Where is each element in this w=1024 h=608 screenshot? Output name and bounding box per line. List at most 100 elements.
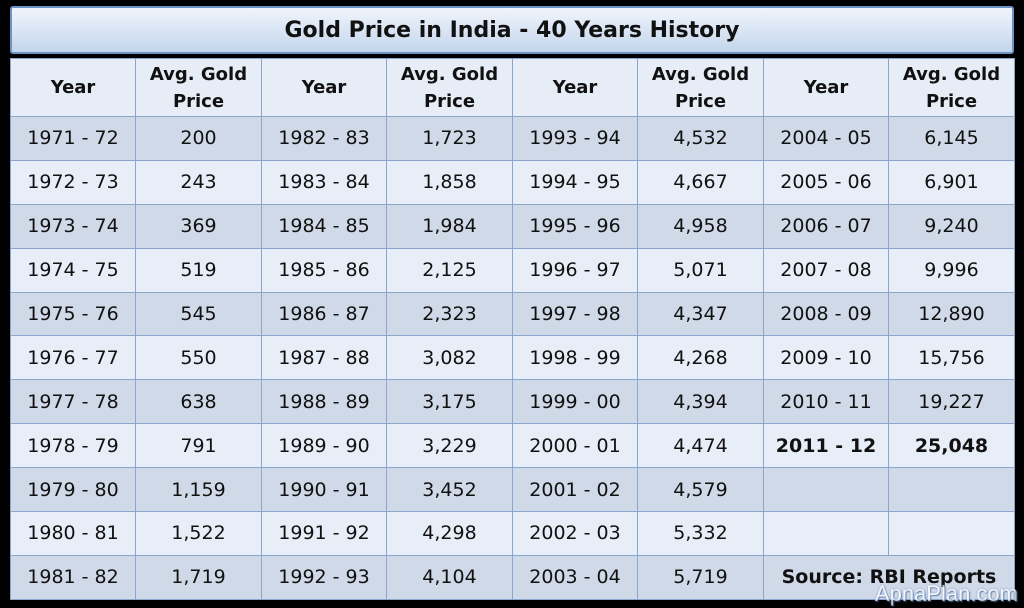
year-cell: 1975 - 76 (10, 291, 136, 337)
price-cell: 5,332 (637, 511, 764, 556)
price-cell: 2,125 (386, 247, 513, 293)
header-price-line1: Avg. Gold (651, 63, 750, 85)
source-note: Source: RBI Reports (763, 554, 1015, 600)
year-cell: 1982 - 83 (261, 116, 387, 161)
price-cell: 4,347 (637, 291, 764, 337)
year-cell: 1998 - 99 (512, 335, 638, 381)
header-price-line1: Avg. Gold (902, 63, 1001, 85)
price-cell: 1,858 (386, 159, 513, 205)
year-cell: 1997 - 98 (512, 291, 638, 337)
year-cell: 1974 - 75 (10, 247, 136, 293)
header-year: Year (512, 58, 638, 117)
year-cell: 2002 - 03 (512, 511, 638, 556)
year-cell: 1981 - 82 (10, 554, 136, 600)
year-cell: 1985 - 86 (261, 247, 387, 293)
year-cell: 1971 - 72 (10, 116, 136, 161)
table-row: 1976 - 77 550 1987 - 88 3,082 1998 - 99 4,268… (10, 335, 1015, 381)
year-cell: 1990 - 91 (261, 467, 387, 513)
year-cell: 1999 - 00 (512, 379, 638, 425)
price-cell: 4,268 (637, 335, 764, 381)
year-cell: 1980 - 81 (10, 511, 136, 556)
year-cell: 2000 - 01 (512, 423, 638, 469)
year-cell: 1992 - 93 (261, 554, 387, 600)
year-cell: 2001 - 02 (512, 467, 638, 513)
year-cell: 1993 - 94 (512, 116, 638, 161)
header-avg-gold-price: Avg. Gold Price (637, 58, 764, 117)
year-cell: 1973 - 74 (10, 203, 136, 249)
price-cell: 4,298 (386, 511, 513, 556)
header-price-line2: Price (423, 90, 476, 112)
year-cell: 1986 - 87 (261, 291, 387, 337)
year-cell: 1976 - 77 (10, 335, 136, 381)
year-cell: 1995 - 96 (512, 203, 638, 249)
year-cell: 1983 - 84 (261, 159, 387, 205)
price-cell: 519 (135, 247, 262, 293)
table-row: 1979 - 80 1,159 1990 - 91 3,452 2001 - 02 4,5… (10, 467, 1015, 513)
price-cell: 3,452 (386, 467, 513, 513)
table-row: 1972 - 73 243 1983 - 84 1,858 1994 - 95 4,667… (10, 159, 1015, 205)
year-cell: 2011 - 12 (763, 423, 889, 469)
price-cell: 369 (135, 203, 262, 249)
header-price-line1: Avg. Gold (149, 63, 248, 85)
header-price-line2: Price (925, 90, 978, 112)
year-cell: 2010 - 11 (763, 379, 889, 425)
price-cell: 4,958 (637, 203, 764, 249)
year-cell: 1972 - 73 (10, 159, 136, 205)
price-cell: 6,901 (888, 159, 1015, 205)
price-cell: 1,719 (135, 554, 262, 600)
header-avg-gold-price: Avg. Gold Price (386, 58, 513, 117)
price-cell: 791 (135, 423, 262, 469)
year-cell: 1988 - 89 (261, 379, 387, 425)
price-cell: 4,104 (386, 554, 513, 600)
price-cell: 1,723 (386, 116, 513, 161)
year-cell: 2003 - 04 (512, 554, 638, 600)
price-cell: 3,082 (386, 335, 513, 381)
price-cell: 638 (135, 379, 262, 425)
header-year: Year (10, 58, 136, 117)
year-cell: 1996 - 97 (512, 247, 638, 293)
empty-cell (888, 467, 1015, 513)
header-price-line2: Price (172, 90, 225, 112)
year-cell: 1989 - 90 (261, 423, 387, 469)
price-cell: 12,890 (888, 291, 1015, 337)
price-cell: 4,667 (637, 159, 764, 205)
table-row: 1971 - 72 200 1982 - 83 1,723 1993 - 94 4,532… (10, 116, 1015, 161)
year-cell: 2009 - 10 (763, 335, 889, 381)
price-cell: 6,145 (888, 116, 1015, 161)
header-avg-gold-price: Avg. Gold Price (888, 58, 1015, 117)
price-cell: 200 (135, 116, 262, 161)
price-cell: 243 (135, 159, 262, 205)
year-cell: 1978 - 79 (10, 423, 136, 469)
header-price-line2: Price (674, 90, 727, 112)
year-cell: 2005 - 06 (763, 159, 889, 205)
year-cell: 1994 - 95 (512, 159, 638, 205)
price-cell: 4,532 (637, 116, 764, 161)
price-cell: 4,474 (637, 423, 764, 469)
price-cell: 3,229 (386, 423, 513, 469)
table-row: 1977 - 78 638 1988 - 89 3,175 1999 - 00 4,394… (10, 379, 1015, 425)
table-row: 1981 - 82 1,719 1992 - 93 4,104 2003 - 04 5,7… (10, 554, 1015, 600)
price-cell: 2,323 (386, 291, 513, 337)
header-year: Year (261, 58, 387, 117)
price-cell: 9,996 (888, 247, 1015, 293)
watermark-logo: ApnaPlan.com (874, 581, 1018, 606)
price-cell: 4,394 (637, 379, 764, 425)
empty-cell (763, 511, 889, 556)
year-cell: 1987 - 88 (261, 335, 387, 381)
table-row: 1973 - 74 369 1984 - 85 1,984 1995 - 96 4,958… (10, 203, 1015, 249)
year-cell: 1991 - 92 (261, 511, 387, 556)
year-cell: 1979 - 80 (10, 467, 136, 513)
price-cell: 15,756 (888, 335, 1015, 381)
empty-cell (763, 467, 889, 513)
year-cell: 2007 - 08 (763, 247, 889, 293)
price-cell: 3,175 (386, 379, 513, 425)
gold-price-table: Year Avg. Gold Price Year Avg. Gold Price Year… (10, 58, 1015, 600)
price-cell: 25,048 (888, 423, 1015, 469)
header-year: Year (763, 58, 889, 117)
table-row: 1975 - 76 545 1986 - 87 2,323 1997 - 98 4,347… (10, 291, 1015, 337)
empty-cell (888, 511, 1015, 556)
price-cell: 5,071 (637, 247, 764, 293)
header-row: Year Avg. Gold Price Year Avg. Gold Price Year… (10, 58, 1015, 117)
year-cell: 2006 - 07 (763, 203, 889, 249)
header-avg-gold-price: Avg. Gold Price (135, 58, 262, 117)
